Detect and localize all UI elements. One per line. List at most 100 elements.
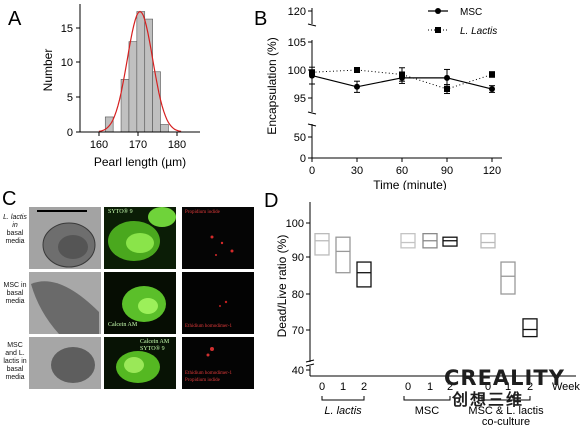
- d-xtick-label: 2: [361, 381, 367, 393]
- group-label-msc: MSC: [415, 405, 440, 417]
- panel-a-ylabel: Number: [41, 49, 55, 92]
- lactis-point: [354, 67, 360, 73]
- watermark-logo-chinese: 创想三维: [452, 390, 525, 409]
- a-xtick-label: 170: [129, 139, 147, 151]
- box-plot-box: [522, 318, 538, 338]
- panel-d-letter: D: [264, 190, 279, 212]
- b-xtick-label: 90: [441, 165, 453, 177]
- brightfield-image: [29, 272, 101, 334]
- stain-label: Propidium iodide: [185, 378, 220, 383]
- b-xtick-label: 30: [351, 165, 363, 177]
- d-ytick-label: 90: [292, 252, 304, 264]
- box-plot-box: [480, 233, 496, 249]
- stain-label: SYTO® 9: [108, 209, 133, 215]
- panel-a-xlabel: Pearl length (µm): [94, 155, 186, 169]
- green-fluorescence-image: Calcein AM: [104, 272, 176, 334]
- msc-point: [354, 83, 360, 90]
- group-label-lactis: L. lactis: [324, 405, 362, 417]
- a-ytick-label: 5: [67, 92, 73, 104]
- d-xtick-label: 0: [319, 381, 325, 393]
- d-ytick-label: 100: [286, 218, 304, 230]
- d-ytick-label: 40: [292, 365, 304, 377]
- b-xtick-label: 60: [396, 165, 408, 177]
- panel-c-micrographs: L. lactis in basal media MSC in basal medi…: [0, 206, 260, 392]
- d-xtick-label: 1: [340, 381, 346, 393]
- histogram-bar: [128, 41, 138, 133]
- a-ytick-label: 0: [67, 127, 73, 139]
- panel-b-line-chart: 120 105 100 95 50 0 0 30 60 90 120 Time (min…: [265, 6, 502, 190]
- red-fluorescence-image: Ethidium homodimer-1: [182, 272, 254, 334]
- panel-d-box-chart: 100 90 80 70 40 0 1 2 0 1 2 0 1 2 Week L. lactis…: [275, 202, 580, 426]
- legend-l-lactis: L. Lactis: [460, 26, 497, 37]
- normal-fit-curve: [98, 10, 182, 132]
- stain-label: SYTO® 9: [140, 346, 165, 352]
- b-ytick-label: 105: [288, 37, 306, 49]
- green-fluorescence-image: Calcein AM SYTO® 9: [104, 337, 176, 389]
- row-label-coculture: MSC and L. lactis in basal media: [3, 342, 27, 381]
- watermark-logo: CREALITY: [444, 366, 565, 390]
- panel-b-ylabel: Encapsulation (%): [265, 37, 279, 134]
- lactis-point: [399, 71, 405, 78]
- b-ytick-label: 0: [300, 153, 306, 165]
- d-xtick-label: 1: [505, 381, 511, 393]
- d-ytick-label: 80: [292, 289, 304, 301]
- box-plot-box: [500, 261, 516, 295]
- panel-d-xticks: 0 1 2 0 1 2 0 1 2: [319, 381, 533, 393]
- brightfield-image: [29, 337, 101, 389]
- box-plot-box: [400, 233, 416, 249]
- red-fluorescence-image: Propidium iodide: [182, 207, 254, 269]
- a-ytick-label: 10: [61, 57, 73, 69]
- panel-b-legend: MSC L. Lactis: [428, 7, 497, 37]
- b-xtick-label: 120: [483, 165, 501, 177]
- panel-d-yticks: 100 90 80 70 40: [286, 218, 310, 377]
- box-plot-box: [335, 236, 351, 274]
- box-plot-box: [314, 233, 330, 256]
- msc-point: [489, 86, 495, 93]
- msc-point: [444, 74, 450, 81]
- panel-a-histogram: 0 5 10 15 160 170 180 Pearl length (µm) …: [41, 4, 200, 169]
- week-label: Week: [552, 381, 580, 393]
- a-xtick-label: 160: [90, 139, 108, 151]
- lactis-point: [444, 86, 450, 93]
- b-ytick-label: 95: [294, 93, 306, 105]
- stain-label: Calcein AM: [108, 322, 138, 328]
- b-ytick-label: 50: [294, 132, 306, 144]
- row-label-lactis: L. lactis in basal media: [3, 214, 27, 245]
- box-plot-box: [356, 261, 372, 288]
- panel-a-xticks: 160 170 180: [90, 132, 186, 151]
- a-xtick-label: 180: [168, 139, 186, 151]
- lactis-point: [489, 71, 495, 78]
- histogram-bar: [104, 116, 114, 133]
- d-xtick-label: 1: [427, 381, 433, 393]
- panel-b-yticks: 120 105 100 95 50 0: [288, 6, 312, 165]
- lactis-point: [309, 69, 315, 76]
- histogram-bar: [160, 124, 169, 133]
- d-xtick-label: 0: [405, 381, 411, 393]
- b-ytick-label: 120: [288, 6, 306, 18]
- histogram-bar: [136, 11, 146, 133]
- d-xtick-label: 0: [485, 381, 491, 393]
- group-label-coculture: MSC & L. lactis: [468, 405, 544, 417]
- a-ytick-label: 15: [61, 23, 73, 35]
- legend-msc: MSC: [460, 7, 482, 18]
- stain-label: Ethidium homodimer-1: [185, 324, 232, 329]
- panel-a-letter: A: [8, 8, 22, 30]
- panel-b-letter: B: [254, 8, 268, 30]
- panel-b-xticks: 0 30 60 90 120: [309, 158, 501, 177]
- b-ytick-label: 100: [288, 65, 306, 77]
- panel-c-letter: C: [2, 188, 17, 210]
- d-xtick-label: 2: [527, 381, 533, 393]
- stain-label: Propidium iodide: [185, 210, 220, 215]
- stain-label: Calcein AM: [140, 339, 170, 345]
- group-label-coculture-2: co-culture: [482, 416, 530, 426]
- d-xtick-label: 2: [447, 381, 453, 393]
- b-xtick-label: 0: [309, 165, 315, 177]
- panel-b-xlabel: Time (minute): [373, 178, 447, 190]
- panel-a-yticks: 0 5 10 15: [61, 23, 80, 139]
- d-ytick-label: 70: [292, 325, 304, 337]
- box-plot-box: [442, 236, 458, 247]
- stain-label: Ethidium homodimer-1: [185, 371, 232, 376]
- red-fluorescence-image: Ethidium homodimer-1 Propidium iodide: [182, 337, 254, 389]
- panel-d-ylabel: Dead/Live ratio (%): [275, 235, 289, 338]
- green-fluorescence-image: SYTO® 9: [104, 207, 176, 269]
